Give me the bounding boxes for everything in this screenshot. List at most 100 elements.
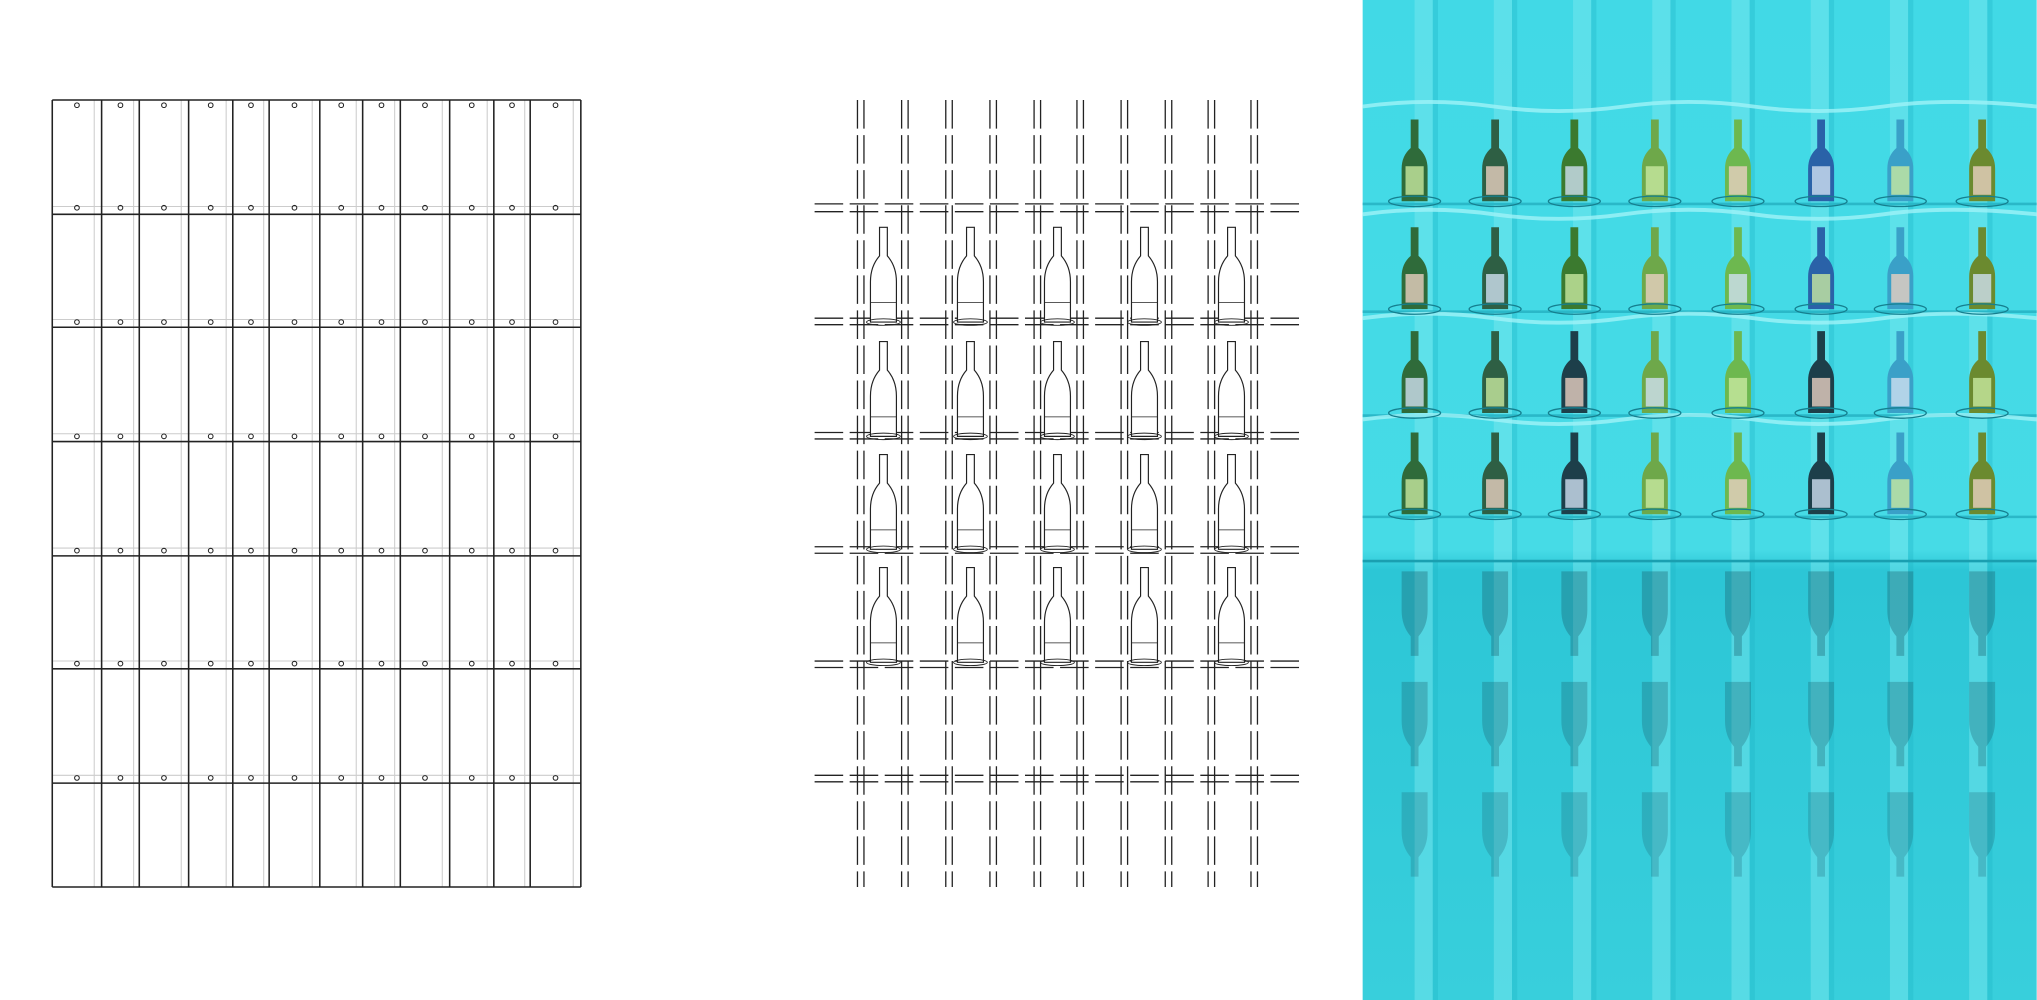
reflection: [1561, 792, 1588, 877]
bottle-ring: [1794, 195, 1848, 208]
bottle-ring: [1127, 658, 1162, 667]
reflection: [1482, 792, 1509, 877]
bottle-ring: [866, 318, 901, 326]
bolt: [509, 102, 515, 109]
bolt: [291, 204, 298, 211]
bottle-label: [1812, 274, 1831, 303]
bottle-ring: [1873, 407, 1927, 419]
bolt: [552, 547, 559, 554]
bottle-label: [1645, 274, 1664, 303]
bolt: [552, 775, 559, 781]
bolt: [468, 319, 475, 325]
bolt: [161, 102, 167, 109]
bolt: [248, 204, 254, 211]
bolt: [509, 547, 515, 554]
bottle-outline: [869, 226, 898, 323]
reflection: [1969, 792, 1996, 877]
bolt: [117, 547, 124, 554]
bottle-ring: [1873, 303, 1927, 315]
bottle-label: [1405, 166, 1424, 195]
bolt: [291, 433, 298, 440]
bottle-ring: [1387, 508, 1442, 521]
bottle-ring: [1127, 545, 1162, 554]
bottle-label: [1565, 479, 1584, 508]
bolt: [422, 660, 428, 667]
bolt: [468, 433, 475, 440]
bottle-ring: [1628, 407, 1682, 419]
bottle-outline: [956, 566, 985, 663]
bottle-label: [1973, 166, 1992, 195]
reflection: [1401, 681, 1428, 767]
bottle-ring: [1628, 195, 1682, 208]
bottle-ring: [1468, 195, 1522, 208]
bolt: [74, 204, 80, 211]
bolt: [248, 102, 254, 109]
bottle-outline: [1043, 226, 1072, 323]
photo-background: [1362, 0, 2037, 1000]
reflection: [1969, 571, 1996, 656]
bottle-outline: [1130, 226, 1159, 323]
bolt: [422, 433, 428, 440]
bottle-label: [1486, 274, 1505, 303]
bolt: [161, 660, 167, 667]
bottle-outline: [1043, 566, 1072, 663]
bottle-ring: [1955, 407, 2009, 419]
acrylic-shadow: [1591, 0, 1597, 1000]
bottle-outline: [1043, 340, 1072, 437]
bolt: [468, 775, 475, 781]
bottle-label: [1486, 377, 1505, 407]
bottle-label: [1405, 377, 1424, 407]
bolt: [338, 102, 345, 109]
bottle-ring: [1127, 432, 1162, 441]
bottle-ring: [1873, 195, 1927, 208]
bottle-ring: [1547, 407, 1601, 419]
bottle-label: [1565, 166, 1584, 195]
bottle-label: [1645, 377, 1664, 407]
reflection: [1724, 792, 1751, 877]
bolt: [552, 102, 559, 109]
bottle-label: [1891, 479, 1910, 508]
shelf-edge: [1362, 311, 2037, 325]
bottle-outline: [1130, 340, 1159, 437]
bolt: [117, 319, 124, 325]
bolt: [248, 319, 254, 325]
bottle-ring: [1955, 303, 2009, 315]
bottle-ring: [1547, 508, 1601, 521]
bottle-outline: [1217, 226, 1246, 323]
bolt: [117, 102, 124, 109]
bottle-label: [1891, 166, 1910, 195]
bottle-ring: [1794, 303, 1848, 315]
bottle-ring: [866, 545, 901, 554]
bolt: [207, 433, 214, 440]
bolt: [74, 775, 80, 781]
bolt: [161, 547, 167, 554]
bottle-outline: [1217, 566, 1246, 663]
bolt: [378, 319, 385, 325]
bottle-ring: [953, 318, 988, 326]
bottle-ring: [1040, 318, 1075, 326]
bolt: [509, 775, 515, 781]
bottle-ring: [1711, 303, 1765, 315]
bolt: [207, 102, 214, 109]
bolt: [207, 775, 214, 781]
bolt: [248, 433, 254, 440]
acrylic-shadow: [1670, 0, 1676, 1000]
bottle-label: [1812, 377, 1831, 407]
bolt: [338, 660, 345, 667]
bolt: [117, 433, 124, 440]
bolt: [422, 204, 428, 211]
bottle-label: [1486, 479, 1505, 508]
bottle-ring: [1547, 195, 1601, 208]
bottle-ring: [1711, 508, 1765, 521]
bolt: [291, 319, 298, 325]
bottle-label: [1565, 377, 1584, 407]
bolt: [552, 660, 559, 667]
bottle-outline: [1130, 566, 1159, 663]
bolt: [207, 547, 214, 554]
reflection: [1887, 571, 1914, 656]
bottle-label: [1973, 377, 1992, 407]
reflection: [1641, 571, 1668, 656]
bottle-ring: [1794, 407, 1848, 419]
bolt: [161, 433, 167, 440]
